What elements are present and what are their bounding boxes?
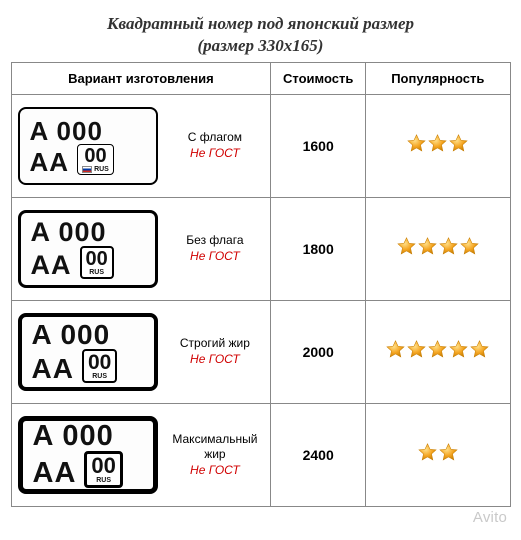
table-row: A 000 AA 00 RUS С флагом Не ГОСТ 1600: [11, 95, 510, 198]
table-row: A 000 AA 00 RUS Максимальный жир Не ГОСТ…: [11, 404, 510, 507]
plate-top-row: A 000: [20, 118, 156, 144]
variant-cell: A 000 AA 00 RUS Без флага Не ГОСТ: [12, 198, 271, 300]
table-row: A 000 AA 00 RUS Без флага Не ГОСТ 1800: [11, 198, 510, 301]
price-cell: 1800: [271, 198, 366, 301]
variant-note: Не ГОСТ: [190, 249, 240, 265]
plate-region-box: 00 RUS: [80, 246, 114, 279]
variant-name: Строгий жир: [180, 336, 250, 352]
plate-thumbnail: A 000 AA 00 RUS: [18, 313, 158, 391]
star-icon: [417, 236, 438, 257]
variant-cell: A 000 AA 00 RUS С флагом Не ГОСТ: [12, 95, 271, 197]
plate-rus-label: RUS: [92, 373, 107, 380]
plate-top-row: A 000: [22, 321, 154, 349]
plate-rus-label: RUS: [82, 166, 109, 173]
license-plate: A 000 AA 00 RUS: [18, 107, 158, 185]
plate-bottom-row: AA 00 RUS: [20, 144, 156, 175]
variant-description: С флагом Не ГОСТ: [166, 130, 265, 161]
plate-region-number: 00: [88, 352, 111, 373]
header-popularity: Популярность: [366, 63, 510, 95]
page-subtitle: (размер 330х165): [0, 36, 521, 62]
flag-icon: [82, 166, 92, 173]
plate-thumbnail: A 000 AA 00 RUS: [18, 210, 158, 288]
star-icon: [427, 339, 448, 360]
star-icon: [459, 236, 480, 257]
popularity-cell: [366, 301, 510, 404]
star-icon: [396, 236, 417, 257]
plate-top-row: A 000: [23, 422, 153, 451]
header-price: Стоимость: [271, 63, 366, 95]
popularity-cell: [366, 404, 510, 507]
popularity-cell: [366, 198, 510, 301]
price-cell: 1600: [271, 95, 366, 198]
page-title: Квадратный номер под японский размер: [0, 0, 521, 36]
variant-name: Без флага: [186, 233, 243, 249]
variant-note: Не ГОСТ: [190, 352, 240, 368]
plate-region-box: 00 RUS: [84, 451, 122, 488]
variant-description: Максимальный жир Не ГОСТ: [166, 432, 265, 479]
star-icon: [385, 339, 406, 360]
plate-region-number: 00: [84, 146, 106, 166]
star-icon: [469, 339, 490, 360]
plate-bottom-row: AA 00 RUS: [23, 451, 153, 488]
plate-letters: AA: [31, 252, 72, 279]
price-cell: 2400: [271, 404, 366, 507]
license-plate: A 000 AA 00 RUS: [18, 416, 158, 494]
star-icon: [427, 133, 448, 154]
variant-note: Не ГОСТ: [190, 146, 240, 162]
star-icon: [417, 442, 438, 463]
star-icon: [406, 339, 427, 360]
plate-bottom-row: AA 00 RUS: [22, 349, 154, 383]
star-icon: [406, 133, 427, 154]
variant-description: Строгий жир Не ГОСТ: [166, 336, 265, 367]
plate-thumbnail: A 000 AA 00 RUS: [18, 107, 158, 185]
variant-description: Без флага Не ГОСТ: [166, 233, 265, 264]
plate-rus-label: RUS: [96, 477, 111, 484]
plate-rus-label: RUS: [89, 269, 104, 276]
plate-letters: AA: [30, 149, 70, 175]
variant-name: Максимальный жир: [166, 432, 265, 463]
price-cell: 2000: [271, 301, 366, 404]
variant-name: С флагом: [188, 130, 242, 146]
variant-note: Не ГОСТ: [190, 463, 240, 479]
pricing-table: Вариант изготовления Стоимость Популярно…: [11, 62, 511, 507]
plate-letters: AA: [32, 355, 74, 383]
plate-thumbnail: A 000 AA 00 RUS: [18, 416, 158, 494]
star-icon: [438, 236, 459, 257]
plate-region-number: 00: [86, 249, 108, 269]
license-plate: A 000 AA 00 RUS: [18, 313, 158, 391]
plate-letters: AA: [33, 459, 77, 488]
star-icon: [438, 442, 459, 463]
star-icon: [448, 133, 469, 154]
header-variant: Вариант изготовления: [11, 63, 271, 95]
plate-region-number: 00: [91, 455, 115, 477]
plate-bottom-row: AA 00 RUS: [21, 246, 155, 279]
table-row: A 000 AA 00 RUS Строгий жир Не ГОСТ 2000: [11, 301, 510, 404]
watermark: Avito: [473, 509, 507, 526]
plate-region-box: 00 RUS: [77, 144, 114, 175]
variant-cell: A 000 AA 00 RUS Строгий жир Не ГОСТ: [12, 301, 271, 403]
plate-region-box: 00 RUS: [82, 349, 117, 383]
plate-top-row: A 000: [21, 219, 155, 246]
license-plate: A 000 AA 00 RUS: [18, 210, 158, 288]
star-icon: [448, 339, 469, 360]
popularity-cell: [366, 95, 510, 198]
variant-cell: A 000 AA 00 RUS Максимальный жир Не ГОСТ: [12, 404, 271, 506]
